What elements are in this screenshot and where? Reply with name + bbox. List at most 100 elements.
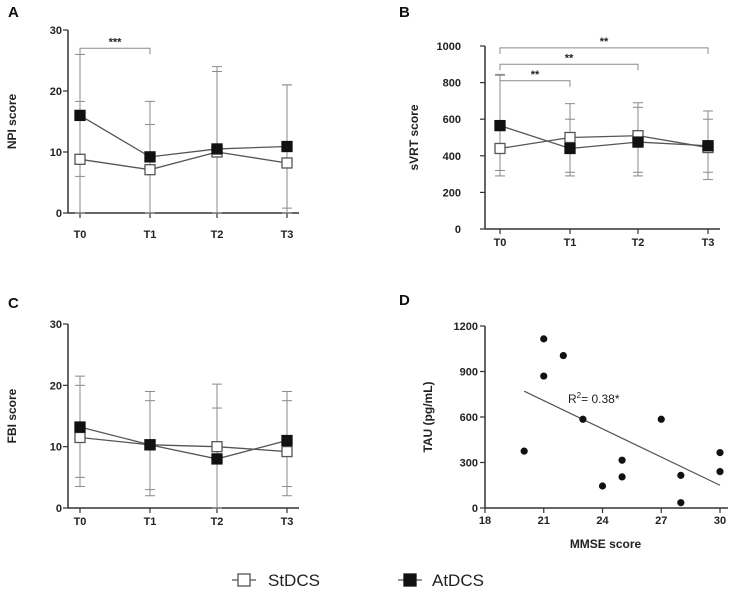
point-stdcs-t0 bbox=[74, 153, 86, 165]
point-stdcs-t0 bbox=[494, 142, 506, 155]
panel-c: C 0 10 20 30 T0 T1 T2 T3 FBI score bbox=[5, 295, 299, 528]
point-stdcs-t3 bbox=[281, 157, 293, 169]
scatter-point bbox=[520, 447, 528, 455]
scatter-point bbox=[598, 482, 607, 490]
y-tick-label: 0 bbox=[455, 224, 461, 236]
regression-line bbox=[523, 390, 721, 486]
significance-bracket bbox=[79, 47, 151, 55]
point-atdcs-t0 bbox=[494, 119, 506, 132]
x-tick-label: T1 bbox=[564, 237, 577, 249]
point-atdcs-t1 bbox=[144, 151, 156, 163]
scatter-point bbox=[716, 449, 724, 457]
x-tick-label: T3 bbox=[281, 516, 294, 528]
point-stdcs-t0 bbox=[74, 431, 86, 444]
legend-marker-stdcs bbox=[237, 573, 251, 587]
x-tick-label: 30 bbox=[714, 515, 726, 527]
y-tick-label: 400 bbox=[443, 151, 461, 163]
y-tick-label: 20 bbox=[50, 86, 62, 98]
x-tick-label: T3 bbox=[702, 237, 715, 249]
x-tick-label: 18 bbox=[479, 515, 491, 527]
x-tick-label: T0 bbox=[494, 237, 507, 249]
point-atdcs-t3 bbox=[281, 140, 293, 153]
legend: StDCS AtDCS bbox=[232, 571, 484, 590]
point-stdcs-t1 bbox=[564, 131, 576, 144]
scatter-point bbox=[677, 499, 685, 507]
scatter-point bbox=[657, 415, 665, 423]
y-tick-label: 600 bbox=[443, 114, 461, 126]
legend-label-stdcs: StDCS bbox=[268, 571, 320, 590]
series-line-stdcs bbox=[79, 151, 288, 171]
x-axis-label: MMSE score bbox=[570, 537, 642, 551]
significance-bracket bbox=[499, 63, 639, 71]
x-tick-label: 24 bbox=[596, 515, 609, 527]
x-tick-label: T2 bbox=[211, 516, 224, 528]
x-tick-label: T3 bbox=[281, 229, 294, 241]
y-tick-label: 800 bbox=[443, 78, 461, 90]
panel-a: A 0 10 20 30 T0 T1 T2 T3 NPI score *** bbox=[5, 4, 299, 241]
point-atdcs-t1 bbox=[144, 439, 156, 451]
y-axis-label: TAU (pg/mL) bbox=[421, 381, 435, 452]
series-line-atdcs bbox=[79, 426, 288, 460]
y-tick-label: 30 bbox=[50, 319, 62, 331]
panel-letter: A bbox=[8, 4, 19, 21]
panel-d: D 0 300 600 900 1200 18 21 24 27 30 TAU (pg/mL) MMSE… bbox=[399, 292, 728, 551]
y-tick-label: 300 bbox=[460, 458, 478, 470]
x-tick-label: T1 bbox=[144, 516, 157, 528]
scatter-point bbox=[618, 456, 626, 464]
y-tick-label: 1000 bbox=[437, 41, 461, 53]
point-atdcs-t3 bbox=[281, 434, 293, 447]
series-line-atdcs bbox=[499, 124, 709, 150]
scatter-point bbox=[579, 415, 587, 423]
y-tick-label: 0 bbox=[472, 503, 478, 515]
point-atdcs-t2 bbox=[211, 453, 223, 465]
y-tick-label: 30 bbox=[50, 25, 62, 37]
point-atdcs-t2 bbox=[211, 143, 223, 155]
y-tick-label: 200 bbox=[443, 187, 461, 199]
point-stdcs-t1 bbox=[144, 164, 156, 176]
series-line-atdcs bbox=[79, 114, 288, 158]
y-tick-label: 0 bbox=[56, 208, 62, 220]
scatter-point bbox=[618, 473, 626, 481]
scatter-point bbox=[716, 468, 724, 476]
annotation-sup: 2 bbox=[577, 391, 582, 400]
x-tick-label: 21 bbox=[538, 515, 550, 527]
legend-marker-atdcs bbox=[403, 573, 417, 587]
x-tick-label: T0 bbox=[74, 229, 87, 241]
y-tick-label: 1200 bbox=[454, 321, 478, 333]
legend-label-atdcs: AtDCS bbox=[432, 571, 484, 590]
panel-letter: C bbox=[8, 295, 19, 312]
annotation-r: R bbox=[568, 392, 577, 406]
point-stdcs-t3 bbox=[281, 445, 293, 458]
panel-letter: B bbox=[399, 4, 410, 21]
y-axis-label: NPI score bbox=[5, 93, 19, 149]
series-line-stdcs bbox=[499, 135, 709, 150]
point-atdcs-t3 bbox=[702, 140, 714, 152]
significance-label: ** bbox=[565, 52, 574, 64]
scatter-point bbox=[540, 372, 548, 380]
scatter-point bbox=[677, 471, 685, 479]
significance-bracket bbox=[499, 80, 571, 87]
scatter-point bbox=[559, 351, 567, 360]
series-line-stdcs bbox=[79, 436, 288, 453]
y-tick-label: 0 bbox=[56, 503, 62, 515]
point-atdcs-t0 bbox=[74, 109, 86, 122]
x-tick-label: T2 bbox=[211, 229, 224, 241]
point-atdcs-t1 bbox=[564, 142, 576, 155]
point-atdcs-t2 bbox=[632, 136, 644, 148]
y-axis-label: FBI score bbox=[5, 388, 19, 443]
scatter-point bbox=[540, 335, 548, 343]
y-tick-label: 10 bbox=[50, 442, 62, 454]
panel-letter: D bbox=[399, 292, 410, 309]
y-tick-label: 900 bbox=[460, 367, 478, 379]
significance-label: ** bbox=[600, 36, 609, 48]
significance-label: *** bbox=[109, 36, 123, 48]
significance-bracket bbox=[499, 47, 709, 54]
x-tick-label: T2 bbox=[632, 237, 645, 249]
y-tick-label: 600 bbox=[460, 412, 478, 424]
point-stdcs-t2 bbox=[211, 441, 223, 453]
annotation-value: = 0.38* bbox=[581, 392, 620, 406]
point-atdcs-t0 bbox=[74, 421, 86, 433]
y-axis-label: sVRT score bbox=[407, 104, 421, 170]
y-tick-label: 10 bbox=[50, 147, 62, 159]
